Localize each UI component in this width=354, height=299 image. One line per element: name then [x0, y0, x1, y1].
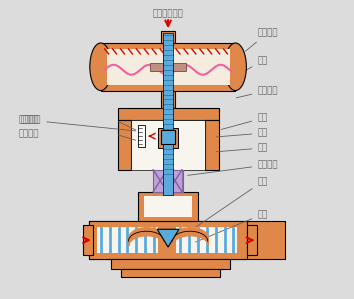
Bar [161, 91, 175, 108]
Ellipse shape [224, 43, 246, 91]
Bar [101, 43, 235, 91]
Text: 阀芯: 阀芯 [183, 177, 268, 236]
Text: 阀座: 阀座 [195, 210, 268, 242]
Text: 弹簧: 弹簧 [221, 114, 268, 129]
Text: 阀杆: 阀杆 [216, 144, 268, 152]
Bar [150, 63, 186, 71]
Bar [168, 170, 182, 192]
Bar [107, 49, 229, 85]
Bar [163, 33, 173, 195]
Bar [97, 227, 158, 253]
Bar [120, 269, 219, 277]
Bar [164, 130, 172, 146]
Bar [118, 108, 219, 120]
Text: 行程刻度: 行程刻度 [19, 130, 39, 139]
Text: 行程指针: 行程指针 [21, 116, 136, 131]
Bar [158, 128, 178, 148]
Bar [205, 120, 219, 170]
Bar [153, 170, 167, 192]
Text: 膜室上腔: 膜室上腔 [246, 29, 278, 51]
Bar [138, 125, 145, 147]
Ellipse shape [90, 43, 112, 91]
Bar [110, 259, 229, 269]
Bar [176, 227, 238, 253]
Bar [247, 225, 257, 255]
Bar [89, 221, 285, 259]
Text: 行程指针: 行程指针 [19, 116, 39, 125]
Bar [161, 31, 175, 43]
Bar [144, 196, 192, 217]
Bar [131, 120, 205, 170]
Text: 膜室下腔: 膜室下腔 [236, 86, 278, 98]
Bar [138, 192, 198, 221]
Text: 密封填料: 密封填料 [188, 160, 278, 176]
Bar [161, 130, 175, 144]
Text: 推杆: 推杆 [216, 129, 268, 138]
Polygon shape [157, 229, 179, 247]
Text: 压力信号入口: 压力信号入口 [153, 10, 183, 19]
Bar [118, 120, 131, 170]
Bar [83, 225, 93, 255]
Bar [153, 170, 183, 192]
Bar [163, 33, 173, 195]
Text: 膜片: 膜片 [246, 56, 268, 70]
Bar [89, 221, 247, 259]
